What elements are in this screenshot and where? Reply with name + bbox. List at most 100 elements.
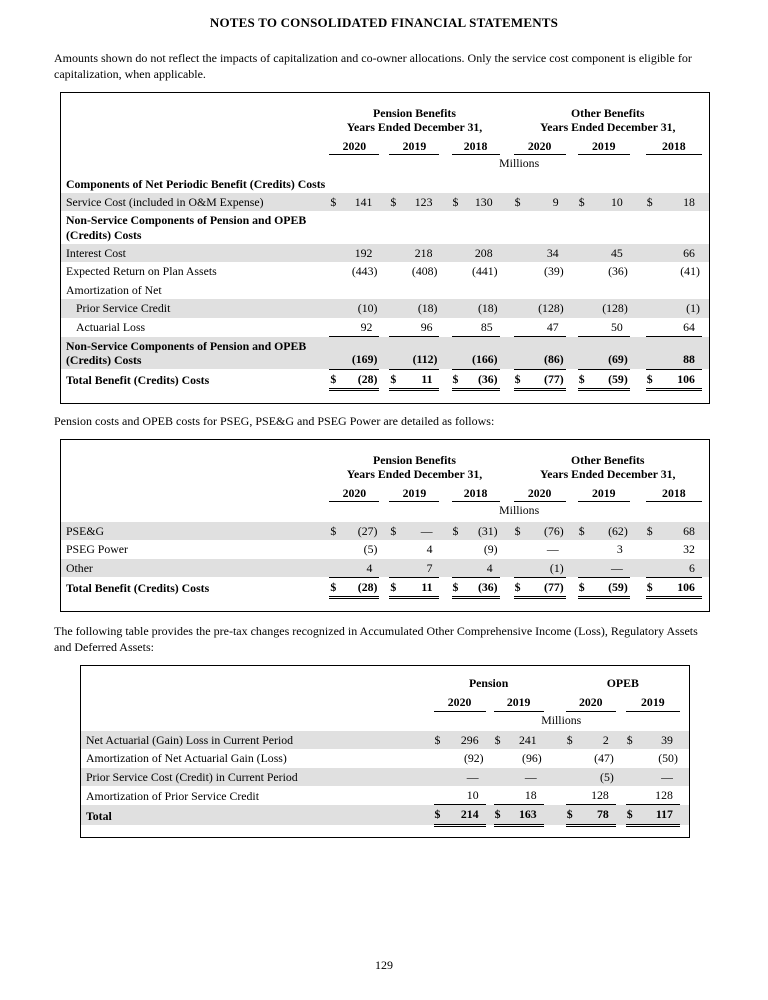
year-header: 2019	[389, 483, 440, 503]
table-row: Components of Net Periodic Benefit (Cred…	[61, 175, 709, 193]
currency-symbol	[646, 262, 662, 280]
column-gap	[629, 192, 646, 212]
cell-value: 66	[661, 244, 702, 263]
currency-symbol	[577, 336, 594, 370]
currency-symbol	[329, 244, 344, 263]
cell-value: (39)	[544, 264, 564, 279]
cell-value: 128	[579, 786, 616, 806]
cell-value: 128	[639, 786, 680, 806]
column-gap	[566, 540, 578, 558]
table-row: PSEG Power (5) 4 (9) — 3 32	[61, 540, 709, 558]
currency-symbol	[452, 262, 466, 280]
header-spacer	[61, 155, 329, 175]
table-header: Pension OPEB 2020 2019 2020 2019 Millions	[81, 675, 689, 731]
header-spacer	[81, 711, 434, 731]
currency-symbol: $	[451, 192, 466, 212]
currency-symbol: $	[513, 192, 530, 212]
column-gap	[379, 558, 390, 578]
currency-symbol	[389, 262, 403, 280]
header-spacer	[379, 137, 389, 155]
header-spacer	[379, 484, 389, 502]
column-gap	[702, 318, 709, 337]
cell-value: 141	[343, 192, 380, 212]
currency-symbol	[493, 786, 508, 806]
year-header: 2018	[451, 136, 500, 156]
currency-symbol	[389, 540, 403, 558]
row-label: Non-Service Components of Pension and OP…	[66, 213, 307, 242]
year-header-row: 2020 2019 2018 2020 2019 2018	[61, 483, 709, 503]
header-spacer	[630, 137, 646, 155]
currency-symbol	[452, 540, 466, 558]
column-gap	[439, 577, 451, 597]
header-spacer	[81, 693, 434, 711]
table-row: Other 4 7 4 (1) — 6	[61, 558, 709, 578]
column-gap	[679, 730, 689, 750]
currency-symbol: $	[645, 369, 662, 392]
column-gap	[565, 521, 578, 541]
group-title: Pension	[468, 676, 509, 691]
year-header: 2018	[451, 483, 500, 503]
header-spacer	[500, 484, 514, 502]
group-header: Other Benefits Years Ended December 31,	[514, 452, 702, 484]
currency-symbol: $	[513, 577, 530, 600]
column-gap	[630, 577, 646, 597]
column-gap	[565, 336, 578, 370]
column-gap	[701, 192, 709, 212]
cell-value: 47	[529, 317, 566, 338]
currency-symbol: $	[493, 804, 508, 827]
column-gap	[439, 244, 452, 263]
currency-symbol	[513, 299, 530, 318]
row-label: Actuarial Loss	[76, 320, 146, 335]
cell-value: (18)	[403, 299, 440, 318]
table-body: Components of Net Periodic Benefit (Cred…	[61, 175, 709, 392]
column-gap	[566, 369, 578, 389]
row-label: Total	[81, 804, 434, 826]
cell-value: —	[639, 767, 680, 787]
group-subtitle: Years Ended December 31,	[540, 467, 676, 482]
year-header: 2019	[625, 693, 680, 712]
currency-symbol	[565, 786, 580, 806]
cell-value: (28)	[343, 369, 380, 392]
currency-symbol	[645, 299, 662, 318]
column-gap	[701, 244, 709, 263]
column-gap	[616, 786, 626, 805]
column-gap	[485, 804, 494, 826]
column-gap	[565, 299, 578, 318]
header-spacer	[61, 484, 329, 502]
currency-symbol	[329, 317, 344, 338]
column-gap	[615, 767, 626, 787]
currency-symbol	[513, 317, 530, 338]
column-gap	[379, 369, 389, 389]
currency-symbol	[329, 540, 343, 558]
cell-value: (1)	[529, 558, 566, 578]
cell-value: 106	[661, 577, 702, 600]
header-spacer	[702, 452, 709, 484]
cell-value: (112)	[403, 336, 440, 370]
cell-value: 50	[593, 317, 630, 338]
cell-value: 45	[593, 244, 630, 263]
cell-value: (77)	[529, 369, 566, 392]
currency-symbol	[513, 558, 530, 578]
header-spacer	[702, 484, 709, 502]
header-spacer	[500, 452, 514, 484]
header-spacer	[680, 693, 689, 711]
column-gap	[379, 521, 390, 541]
cell-value: 4	[343, 558, 380, 578]
column-gap	[679, 767, 689, 787]
currency-symbol: $	[389, 521, 404, 541]
currency-symbol	[389, 299, 404, 318]
header-spacer	[61, 502, 329, 522]
currency-symbol	[434, 749, 448, 767]
cell-value: (9)	[483, 542, 498, 557]
row-label: Prior Service Credit	[61, 299, 330, 318]
units-row: Millions	[61, 502, 709, 522]
cell-value: 7	[403, 558, 440, 578]
column-gap	[629, 558, 646, 578]
table-row: Non-Service Components of Pension and OP…	[61, 336, 709, 370]
column-gap	[500, 318, 514, 337]
row-label: Other	[61, 558, 330, 578]
column-gap	[566, 318, 578, 337]
year-header: 2018	[645, 136, 702, 156]
column-gap	[499, 192, 514, 212]
cell-value: (28)	[343, 577, 380, 600]
